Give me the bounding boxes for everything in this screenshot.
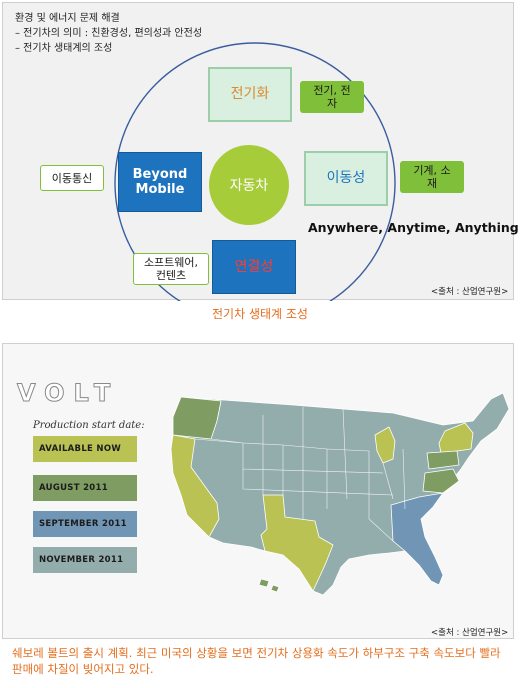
legend-item-september-2011: SEPTEMBER 2011 [33, 511, 137, 537]
source-note: <출처 : 산업연구원> [431, 287, 509, 297]
electrification-node: 전기화 [208, 67, 292, 122]
us-map [170, 392, 510, 596]
ecosystem-panel: 환경 및 에너지 문제 해결 – 전기차의 의미 : 친환경성, 편의성과 안전… [2, 2, 519, 301]
electric-electronic-tag: 전기, 전자 [300, 81, 364, 113]
legend-title: Production start date: [33, 420, 145, 431]
texas [260, 494, 334, 592]
us-landmass [170, 392, 510, 596]
beyond-mobile-node: Beyond Mobile [118, 152, 202, 212]
logo-text: VOLT [17, 380, 119, 406]
intro-line: 환경 및 에너지 문제 해결 [15, 13, 120, 24]
new-york [438, 422, 474, 454]
virginia [422, 468, 460, 494]
machinery-material-tag: 기계, 소재 [400, 161, 464, 193]
software-content-tag: 소프트웨어, 컨텐츠 [133, 253, 209, 285]
legend-item-august-2011: AUGUST 2011 [33, 475, 137, 501]
hawaii [258, 578, 280, 593]
map-caption: 쉐보레 볼트의 출시 계획. 최근 미국의 상황을 보면 전기차 상용화 속도가… [12, 646, 501, 676]
intro-line: – 전기차 생태계의 조성 [15, 43, 113, 54]
legend-item-available-now: AVAILABLE NOW [33, 436, 137, 462]
intro-line: – 전기차의 의미 : 친환경성, 편의성과 안전성 [15, 28, 203, 39]
telecom-tag: 이동통신 [40, 165, 104, 191]
figure-caption: 전기차 생태계 조성 [212, 307, 308, 321]
car-node: 자동차 [209, 145, 289, 225]
ecosystem-ring [114, 42, 396, 301]
volt-logo: VOLT [17, 380, 119, 406]
volt-map-panel: VOLT Production start date: AVAILABLE NO… [2, 343, 514, 639]
legend-item-november-2011: NOVEMBER 2011 [33, 547, 137, 573]
michigan [374, 426, 396, 464]
southeast [390, 492, 444, 586]
connectivity-node: 연결성 [212, 240, 296, 294]
slogan: Anywhere, Anytime, Anything [308, 220, 519, 235]
state-borders [194, 400, 406, 542]
california [170, 434, 220, 538]
pennsylvania [426, 450, 460, 470]
intro-text: 환경 및 에너지 문제 해결 – 전기차의 의미 : 친환경성, 편의성과 안전… [15, 11, 202, 56]
source-note: <출처 : 산업연구원> [431, 628, 509, 638]
mobility-node: 이동성 [304, 151, 388, 206]
